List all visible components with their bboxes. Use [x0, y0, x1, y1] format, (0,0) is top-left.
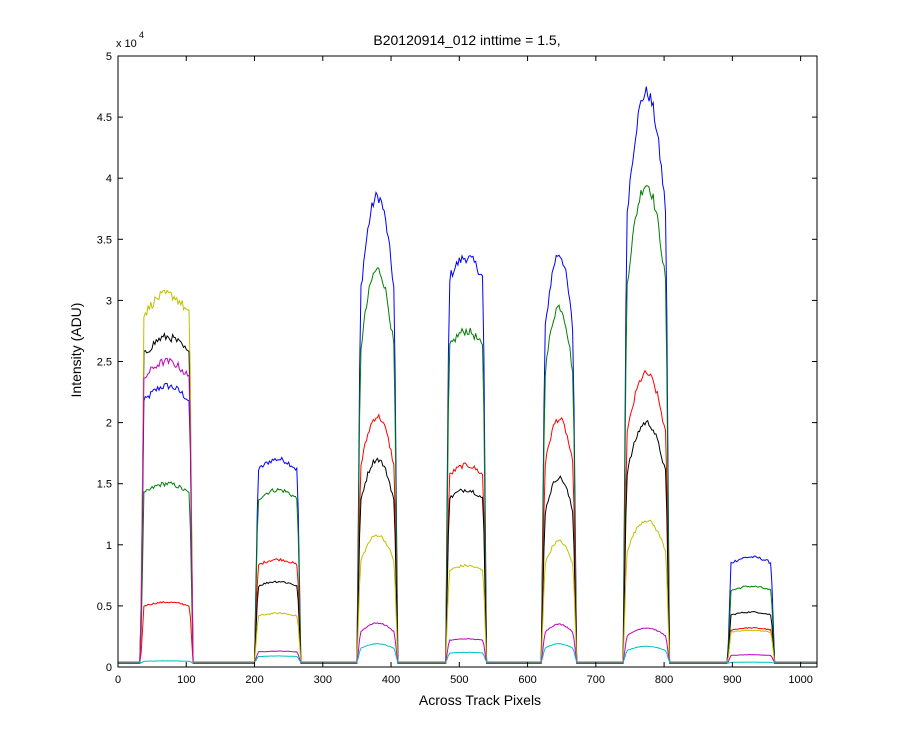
x-tick-label: 200	[245, 674, 263, 686]
x-tick-label: 0	[115, 674, 121, 686]
y-multiplier-exponent: 4	[139, 30, 144, 40]
x-tick-label: 800	[655, 674, 673, 686]
x-tick-label: 500	[450, 674, 468, 686]
x-axis-label: Across Track Pixels	[419, 692, 541, 708]
y-tick-label: 5	[106, 51, 112, 63]
x-tick-label: 400	[382, 674, 400, 686]
y-tick-label: 4	[106, 173, 112, 185]
series-line	[118, 642, 817, 664]
plot-area-frame	[117, 55, 818, 668]
x-tick-label: 100	[177, 674, 195, 686]
y-tick-label: 2	[106, 418, 112, 430]
y-tick-label: 3.5	[97, 234, 112, 246]
x-tick-label: 1000	[788, 674, 812, 686]
chart-title: B20120914_012 inttime = 1.5,	[373, 32, 560, 48]
x-tick-label: 700	[587, 674, 605, 686]
y-tick-label: 3	[106, 295, 112, 307]
plot-lines	[118, 86, 817, 664]
y-tick-label: 1	[106, 540, 112, 552]
axis-ticks: 0 100 200 300 400 500 600 700 800 900 1000 0 0.5 1 1.5…	[97, 51, 817, 686]
y-multiplier-base: x 10	[116, 38, 137, 50]
y-axis-label: Intensity (ADU)	[68, 303, 84, 398]
x-tick-label: 300	[314, 674, 332, 686]
x-tick-label: 900	[723, 674, 741, 686]
y-tick-label: 1.5	[97, 479, 112, 491]
x-tick-label: 600	[518, 674, 536, 686]
y-tick-label: 0	[106, 662, 112, 674]
y-tick-label: 2.5	[97, 357, 112, 369]
y-tick-label: 4.5	[97, 112, 112, 124]
y-tick-label: 0.5	[97, 601, 112, 613]
